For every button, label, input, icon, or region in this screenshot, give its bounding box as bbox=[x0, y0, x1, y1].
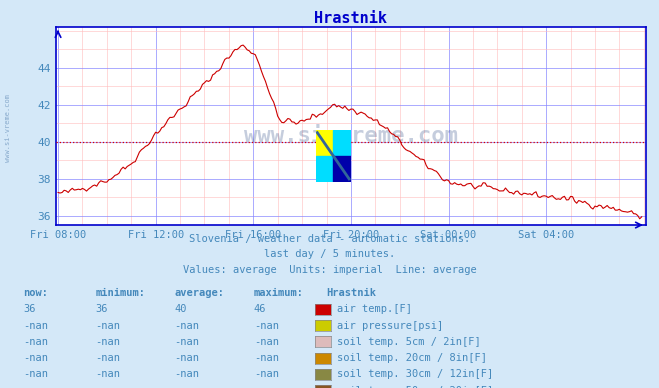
Text: 36: 36 bbox=[23, 304, 36, 314]
Bar bbox=[333, 130, 351, 156]
Text: soil temp. 20cm / 8in[F]: soil temp. 20cm / 8in[F] bbox=[337, 353, 487, 363]
Text: 36: 36 bbox=[96, 304, 108, 314]
Text: average:: average: bbox=[175, 288, 225, 298]
Text: soil temp. 5cm / 2in[F]: soil temp. 5cm / 2in[F] bbox=[337, 337, 480, 347]
Text: Hrastnik: Hrastnik bbox=[326, 288, 376, 298]
Text: www.si-vreme.com: www.si-vreme.com bbox=[5, 94, 11, 162]
Text: -nan: -nan bbox=[175, 369, 200, 379]
Text: -nan: -nan bbox=[254, 320, 279, 331]
Text: Values: average  Units: imperial  Line: average: Values: average Units: imperial Line: av… bbox=[183, 265, 476, 275]
Text: -nan: -nan bbox=[23, 320, 48, 331]
Text: -nan: -nan bbox=[175, 337, 200, 347]
Text: -nan: -nan bbox=[175, 320, 200, 331]
Text: -nan: -nan bbox=[254, 369, 279, 379]
Title: Hrastnik: Hrastnik bbox=[314, 11, 387, 26]
Text: -nan: -nan bbox=[96, 337, 121, 347]
Text: -nan: -nan bbox=[23, 337, 48, 347]
Bar bbox=[333, 156, 351, 182]
Bar bbox=[316, 156, 333, 182]
Text: -nan: -nan bbox=[96, 320, 121, 331]
Text: -nan: -nan bbox=[254, 353, 279, 363]
Text: -nan: -nan bbox=[175, 353, 200, 363]
Text: now:: now: bbox=[23, 288, 48, 298]
Text: www.si-vreme.com: www.si-vreme.com bbox=[244, 126, 458, 146]
Text: Slovenia / weather data - automatic stations.: Slovenia / weather data - automatic stat… bbox=[189, 234, 470, 244]
Text: -nan: -nan bbox=[175, 386, 200, 388]
Text: 40: 40 bbox=[175, 304, 187, 314]
Text: air temp.[F]: air temp.[F] bbox=[337, 304, 412, 314]
Text: -nan: -nan bbox=[96, 386, 121, 388]
Bar bbox=[316, 130, 333, 156]
Text: minimum:: minimum: bbox=[96, 288, 146, 298]
Text: -nan: -nan bbox=[254, 337, 279, 347]
Text: soil temp. 30cm / 12in[F]: soil temp. 30cm / 12in[F] bbox=[337, 369, 493, 379]
Text: -nan: -nan bbox=[23, 386, 48, 388]
Text: soil temp. 50cm / 20in[F]: soil temp. 50cm / 20in[F] bbox=[337, 386, 493, 388]
Text: -nan: -nan bbox=[23, 353, 48, 363]
Text: -nan: -nan bbox=[254, 386, 279, 388]
Text: 46: 46 bbox=[254, 304, 266, 314]
Text: -nan: -nan bbox=[23, 369, 48, 379]
Text: -nan: -nan bbox=[96, 369, 121, 379]
Text: last day / 5 minutes.: last day / 5 minutes. bbox=[264, 249, 395, 259]
Text: air pressure[psi]: air pressure[psi] bbox=[337, 320, 443, 331]
Text: maximum:: maximum: bbox=[254, 288, 304, 298]
Text: -nan: -nan bbox=[96, 353, 121, 363]
